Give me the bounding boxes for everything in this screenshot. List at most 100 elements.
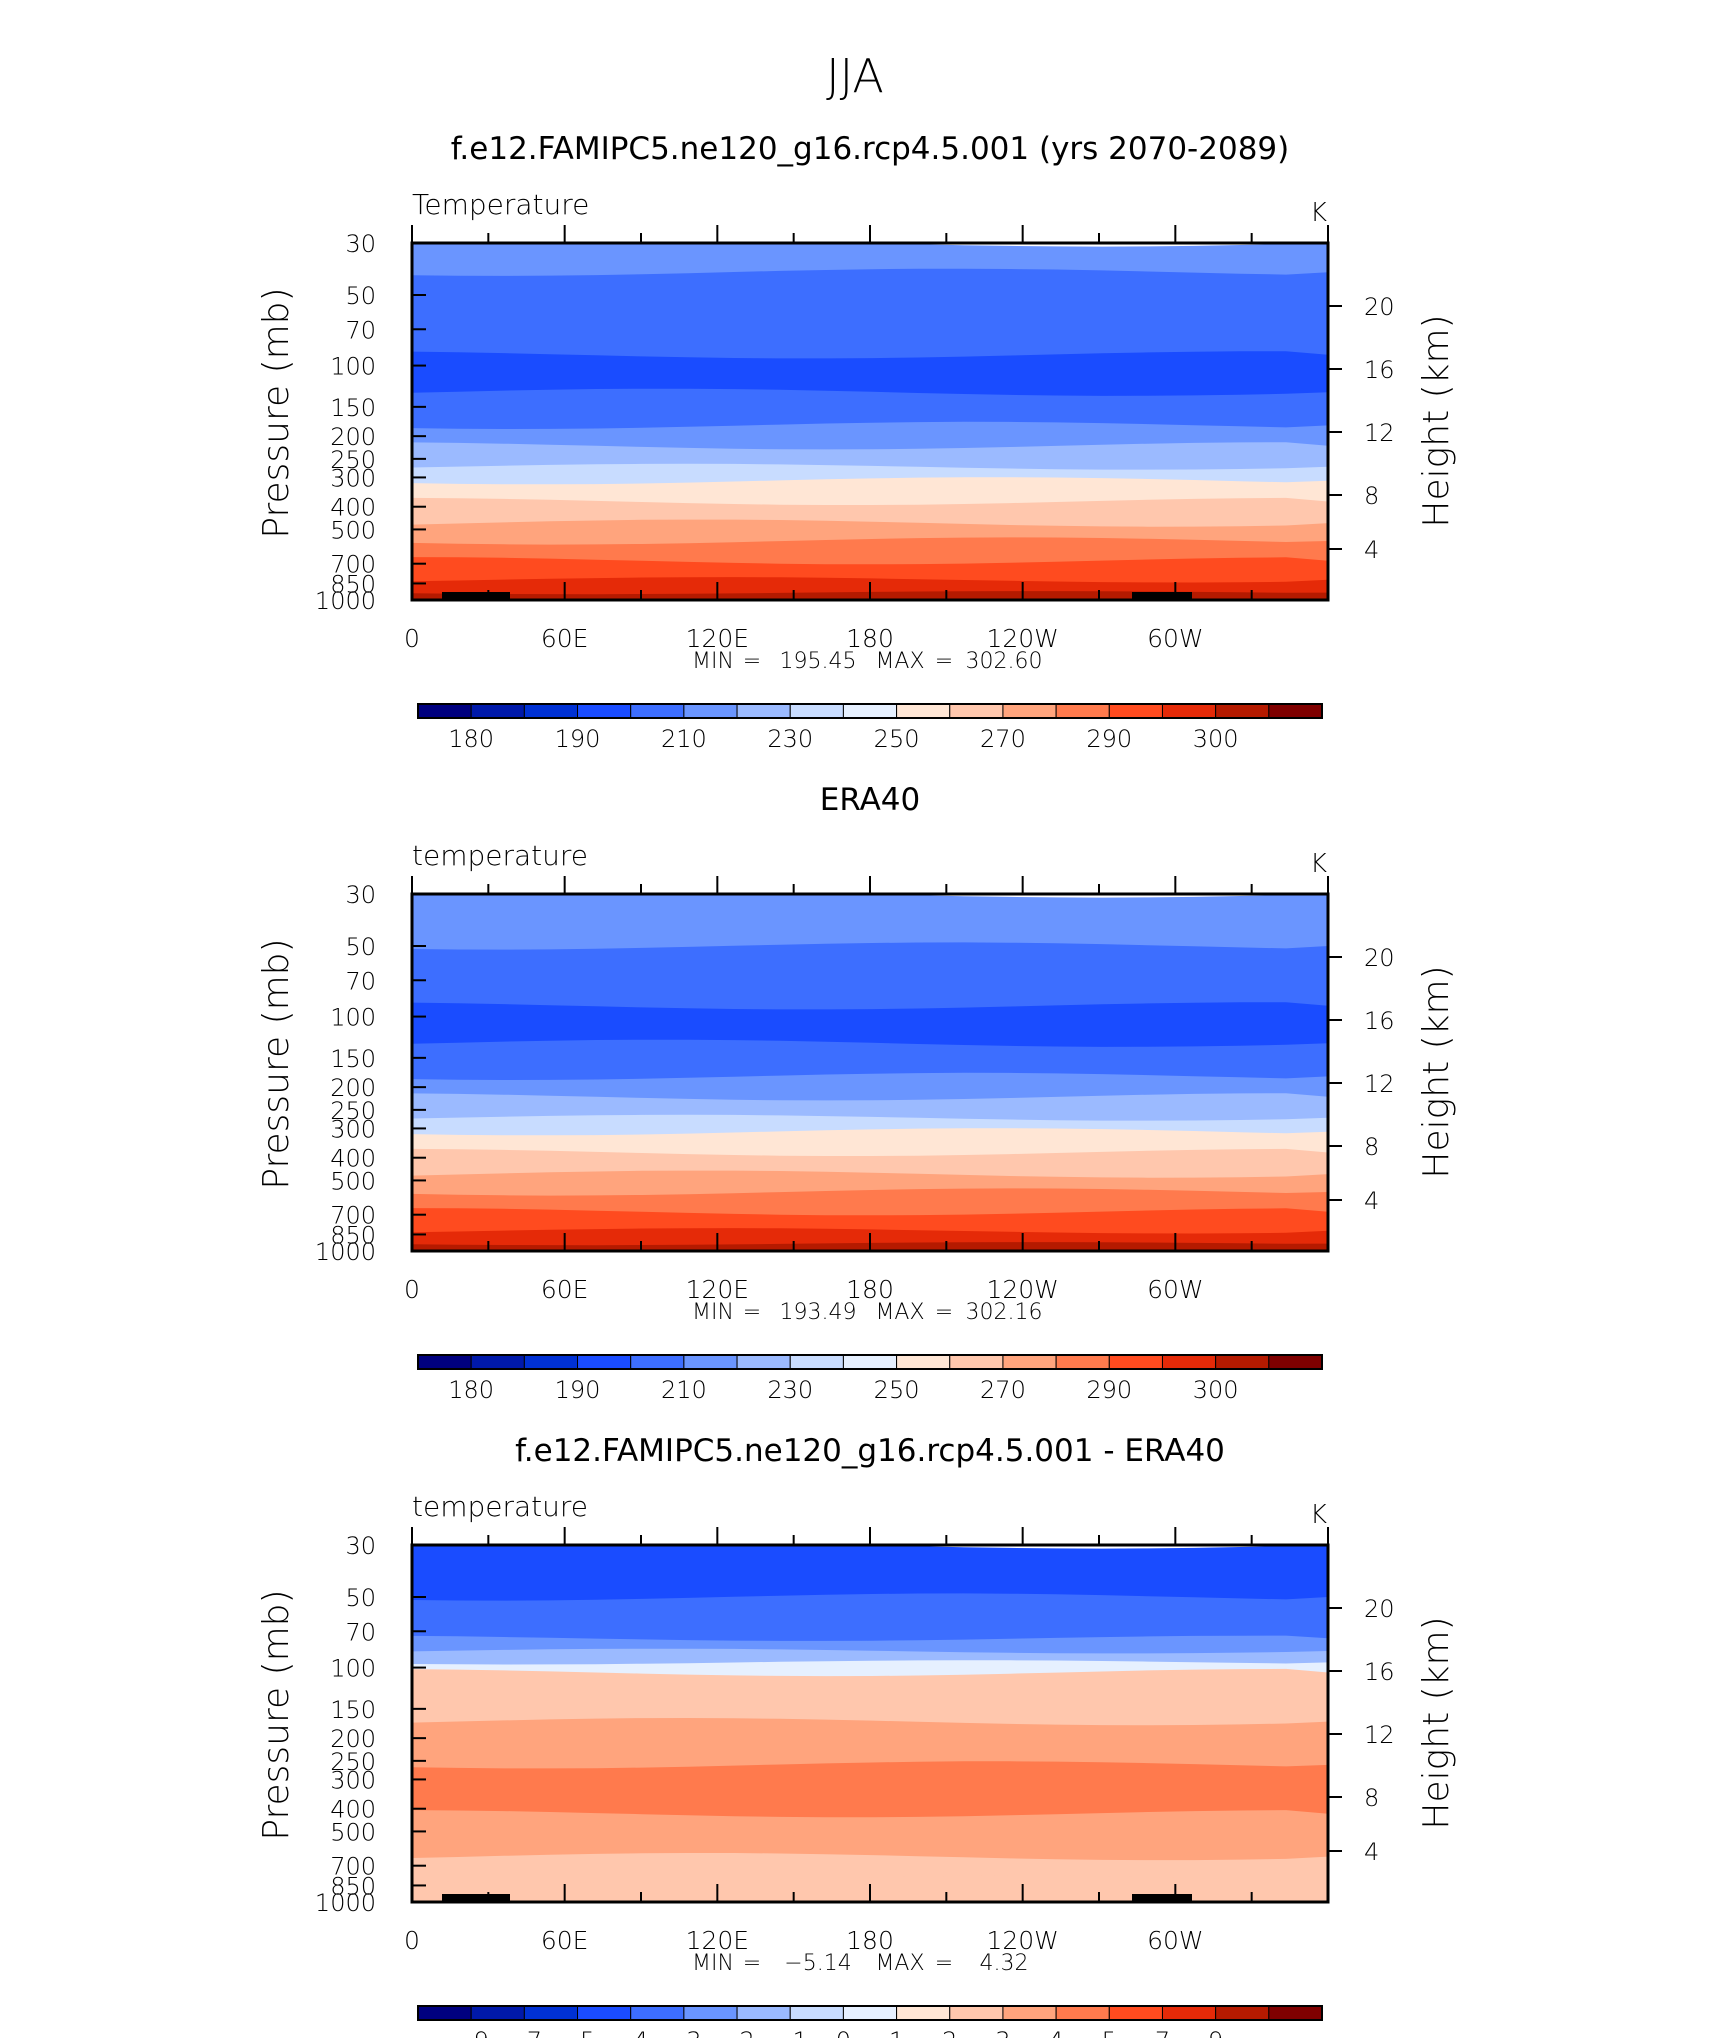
colorbar-label: −2 [719,2027,754,2038]
colorbar-label: 9 [1208,2027,1223,2038]
min-label: MIN [692,1951,734,1976]
colorbar-swatch [736,703,791,719]
colorbar-swatch [470,1354,525,1370]
colorbar-label: 3 [995,2027,1010,2038]
panel-title: f.e12.FAMIPC5.ne120_g16.rcp4.5.001 (yrs … [451,131,1289,167]
x-tick-label: 120E [686,1926,750,1955]
panel-3: f.e12.FAMIPC5.ne120_g16.rcp4.5.001 - ERA… [256,1433,1457,2038]
colorbar-swatch [1055,1354,1110,1370]
units-label: K [1310,849,1327,879]
y-tick-label: 30 [345,881,376,909]
colorbar-swatch [896,1354,951,1370]
panel-title: f.e12.FAMIPC5.ne120_g16.rcp4.5.001 - ERA… [515,1433,1225,1469]
variable-label: temperature [412,1490,588,1523]
colorbar-label: 270 [980,1376,1026,1404]
colorbar-swatch [683,1354,738,1370]
colorbar-swatch [577,1354,632,1370]
min-equals: = [743,1951,761,1976]
plot-area [412,1545,1328,1902]
min-label: MIN [692,1300,734,1325]
colorbar-swatch [949,1354,1004,1370]
colorbar-label: 4 [1048,2027,1063,2038]
x-tick-label: 120W [986,1275,1058,1304]
x-tick-label: 180 [846,1926,894,1955]
colorbar-label: 5 [1102,2027,1117,2038]
x-tick-label: 60E [541,1926,589,1955]
y-tick-label: 200 [330,1074,376,1102]
x-tick-label: 60E [541,1275,589,1304]
x-tick-label: 60W [1147,1926,1204,1955]
x-tick-label: 120E [686,1275,750,1304]
colorbar-label: −5 [560,2027,595,2038]
panel-title: ERA40 [820,782,921,818]
colorbar-swatch [1215,2005,1270,2021]
y-right-tick-label: 8 [1364,1133,1379,1161]
colorbar-label: 180 [448,1376,494,1404]
x-tick-label: 120E [686,624,750,653]
x-tick-label: 0 [404,1275,420,1304]
colorbar-swatch [736,2005,791,2021]
max-value: 4.32 [980,1951,1029,1976]
colorbar-swatch [949,703,1004,719]
y-tick-label: 150 [330,394,376,422]
colorbar-swatch [630,2005,685,2021]
colorbar-label: −4 [613,2027,648,2038]
y-tick-label: 50 [345,933,376,961]
colorbar-label: 210 [661,1376,707,1404]
x-tick-label: 120W [986,1926,1058,1955]
y-tick-label: 100 [330,1655,376,1683]
colorbar-label: 190 [555,725,601,753]
x-tick-label: 180 [846,624,894,653]
colorbar: −9 −7 −5 −4 −3 −2 −1 0 1 2 3 4 5 7 9 [417,2005,1323,2038]
panel-1: f.e12.FAMIPC5.ne120_g16.rcp4.5.001 (yrs … [256,131,1457,753]
x-tick-label: 0 [404,1926,420,1955]
colorbar-swatch [842,2005,898,2021]
max-equals: = [935,1951,953,1976]
colorbar-swatch [630,1354,685,1370]
y-right-axis-label: Height (km) [1416,965,1457,1178]
colorbar-swatch [1268,1354,1323,1370]
colorbar-swatch [417,2005,472,2021]
y-tick-label: 70 [345,1618,376,1646]
y-tick-label: 70 [345,316,376,344]
colorbar-swatch [1161,703,1217,719]
y-tick-label: 100 [330,353,376,381]
y-tick-label: 400 [330,1145,376,1173]
colorbar-label: 180 [448,725,494,753]
colorbar-label: −9 [453,2027,488,2038]
y-tick-label: 250 [330,446,376,474]
colorbar-label: 190 [555,1376,601,1404]
topography-mask [442,592,510,600]
y-tick-label: 250 [330,1097,376,1125]
page-title: JJA [826,49,884,103]
y-tick-label: 200 [330,1725,376,1753]
colorbar-label: 290 [1086,725,1132,753]
colorbar-swatch [1161,2005,1217,2021]
y-tick-label: 30 [345,1532,376,1560]
colorbar-label: 2 [942,2027,957,2038]
y-tick-label: 400 [330,1796,376,1824]
colorbar-swatch [1215,703,1270,719]
colorbar-swatch [736,1354,791,1370]
y-right-tick-label: 20 [1364,1595,1395,1623]
units-label: K [1310,1500,1327,1530]
colorbar-swatch [1055,2005,1110,2021]
colorbar-swatch [417,1354,472,1370]
y-tick-label: 400 [330,494,376,522]
y-tick-label: 850 [330,1221,376,1249]
colorbar-swatch [789,1354,844,1370]
y-tick-label: 150 [330,1045,376,1073]
min-value: 193.49 [780,1300,857,1325]
y-tick-label: 150 [330,1696,376,1724]
y-tick-label: 50 [345,1584,376,1612]
colorbar-label: 250 [874,725,920,753]
y-tick-label: 1000 [315,1889,376,1917]
colorbar-swatch [683,2005,738,2021]
y-right-tick-label: 8 [1364,1784,1379,1812]
y-tick-label: 500 [330,1167,376,1195]
colorbar-swatch [417,703,472,719]
colorbar-swatch [1108,1354,1163,1370]
colorbar-swatch [1215,1354,1270,1370]
colorbar-label: 210 [661,725,707,753]
